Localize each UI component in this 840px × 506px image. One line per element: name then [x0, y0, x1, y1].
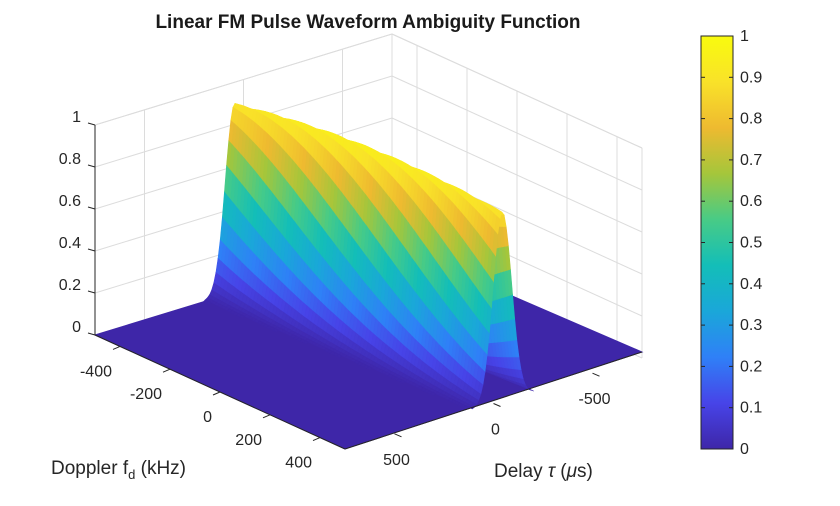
- delay-axis-line: [344, 351, 643, 450]
- doppler-tick-label: -200: [130, 386, 162, 403]
- colorbar-tick-label: 0.3: [740, 317, 762, 334]
- colorbar-tick-label: 0.2: [740, 358, 762, 375]
- z-tick-label: 1: [72, 109, 81, 126]
- surface-patch: [336, 353, 343, 359]
- z-tick: [87, 122, 96, 126]
- doppler-tick: [262, 414, 271, 419]
- colorbar-tick-label: 0: [740, 441, 749, 458]
- delay-tick: [592, 372, 600, 377]
- top-edge-right: [391, 33, 643, 149]
- z-tick-label: 0.8: [59, 151, 81, 168]
- z-tick: [87, 332, 96, 336]
- colorbar-tick-label: 0.4: [740, 276, 762, 293]
- doppler-tick: [212, 391, 221, 396]
- doppler-tick-label: 200: [235, 432, 262, 449]
- colorbar-tick-label: 0.7: [740, 152, 762, 169]
- surface-patch: [399, 379, 407, 384]
- x-axis-label: Doppler fd (kHz): [51, 458, 186, 482]
- z-tick-label: 0: [72, 319, 81, 336]
- z-tick-label: 0.4: [59, 235, 81, 252]
- colorbar-tick-label: 0.1: [740, 400, 762, 417]
- z-tick: [87, 248, 96, 252]
- y-axis-label: Delay τ (μs): [494, 461, 593, 482]
- doppler-tick-label: 0: [203, 409, 212, 426]
- surface-patch: [366, 366, 373, 371]
- surface-patch: [205, 300, 213, 306]
- top-edge-left: [94, 33, 393, 126]
- chart-title: Linear FM Pulse Waveform Ambiguity Funct…: [155, 12, 580, 33]
- colorbar-tick-label: 0.9: [740, 69, 762, 86]
- delay-tick: [493, 403, 501, 407]
- z-tick: [87, 290, 96, 294]
- colorbar-gradient: [700, 35, 734, 450]
- delay-tick-label: 500: [383, 452, 410, 469]
- z-tick-label: 0.6: [59, 193, 81, 210]
- doppler-tick: [162, 368, 171, 373]
- colorbar-tick-label: 0.5: [740, 235, 762, 252]
- doppler-tick-label: -400: [80, 363, 112, 380]
- z-tick: [87, 206, 96, 210]
- doppler-tick-label: 400: [285, 455, 312, 472]
- surface-patch: [239, 314, 246, 319]
- surface-patch: [272, 328, 279, 333]
- surface-mesh: [93, 102, 644, 450]
- surface-patch: [302, 340, 310, 345]
- doppler-tick: [112, 345, 121, 350]
- delay-tick: [394, 433, 402, 438]
- colorbar-tick-label: 1: [740, 28, 749, 45]
- z-tick-label: 0.2: [59, 277, 81, 294]
- delay-tick-label: -500: [578, 391, 610, 408]
- surface-patch: [429, 391, 437, 396]
- colorbar: 0 0.1 0.2 0.3 0.4 0.5 0.6 0.7 0.8 0.9 1: [700, 28, 762, 458]
- doppler-tick: [312, 437, 321, 442]
- colorbar-tick-label: 0.8: [740, 111, 762, 128]
- axes-ticks: 0 0.2 0.4 0.6 0.8 1 -400 -200 0 200 400 -500 0 500: [59, 109, 643, 472]
- z-tick: [87, 164, 96, 168]
- colorbar-tick-label: 0.6: [740, 193, 762, 210]
- delay-tick-label: 0: [491, 422, 500, 439]
